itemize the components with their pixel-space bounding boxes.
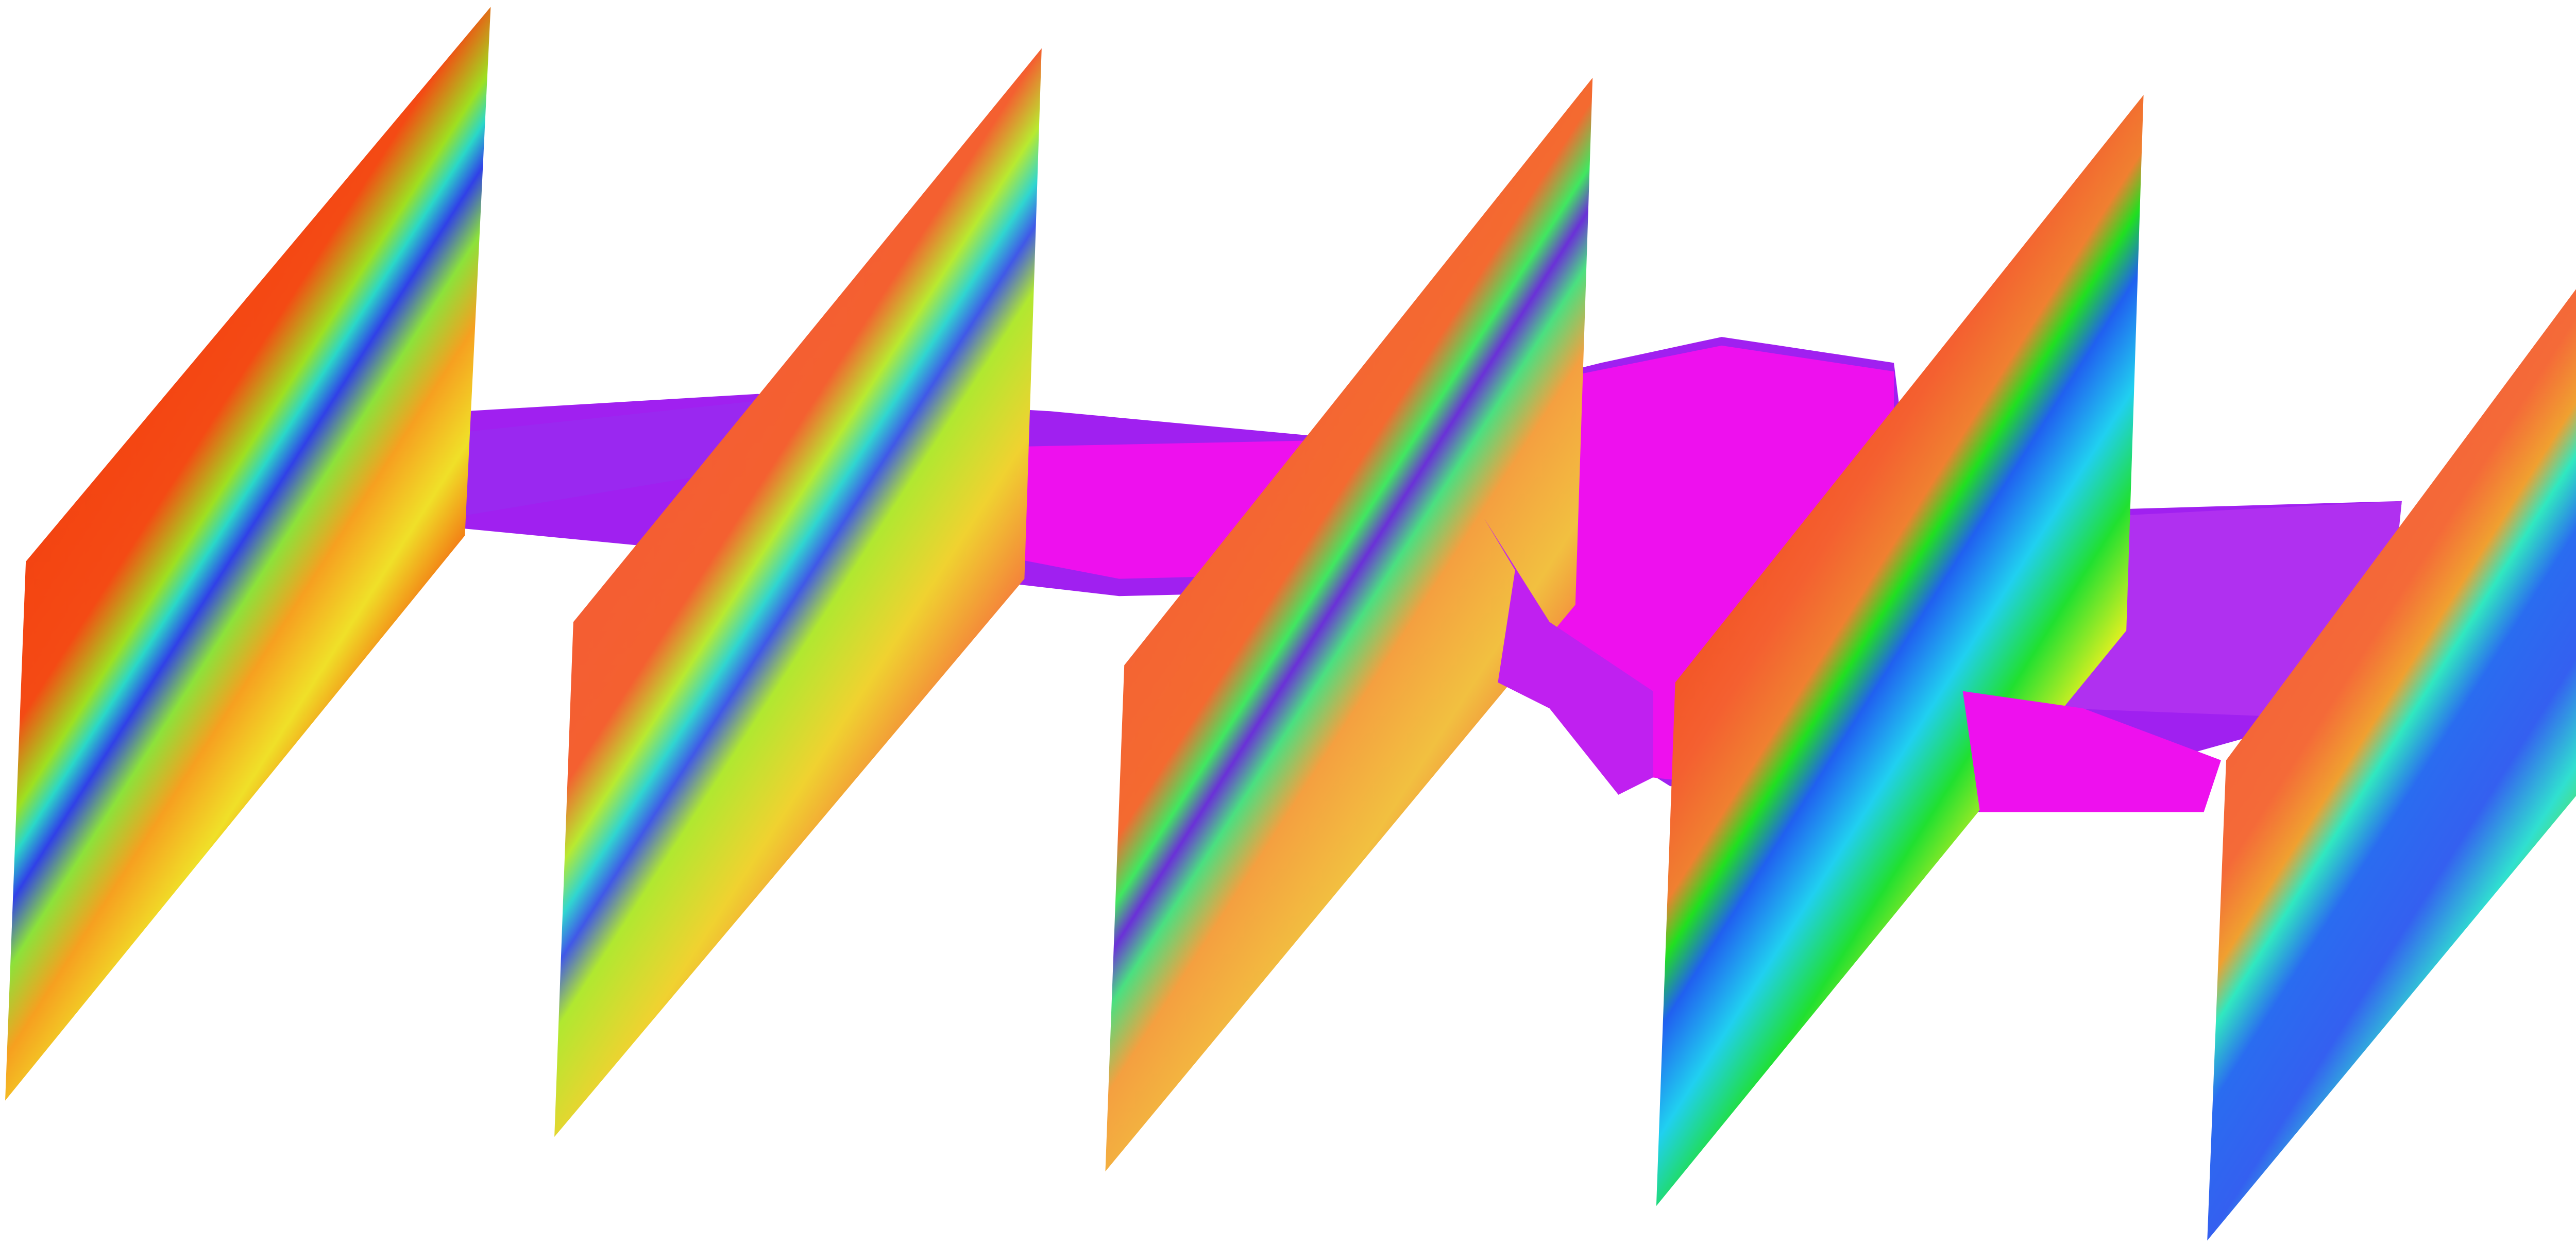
slice bbox=[1656, 95, 2144, 1206]
slice bbox=[2207, 289, 2576, 1241]
slice bbox=[5, 7, 491, 1101]
slice bbox=[1105, 77, 1593, 1172]
tube-front bbox=[1484, 518, 1653, 795]
slice bbox=[554, 48, 1042, 1137]
tube-front bbox=[1962, 691, 2221, 812]
